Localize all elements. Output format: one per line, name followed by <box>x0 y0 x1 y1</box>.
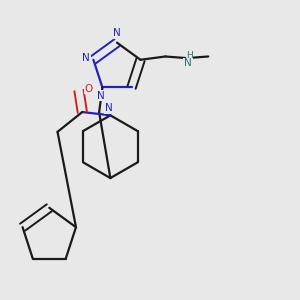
Text: H: H <box>186 51 193 60</box>
Text: N: N <box>184 58 191 68</box>
Text: N: N <box>97 91 105 101</box>
Text: N: N <box>105 103 112 113</box>
Text: N: N <box>113 28 121 38</box>
Text: N: N <box>82 53 90 63</box>
Text: O: O <box>85 84 93 94</box>
